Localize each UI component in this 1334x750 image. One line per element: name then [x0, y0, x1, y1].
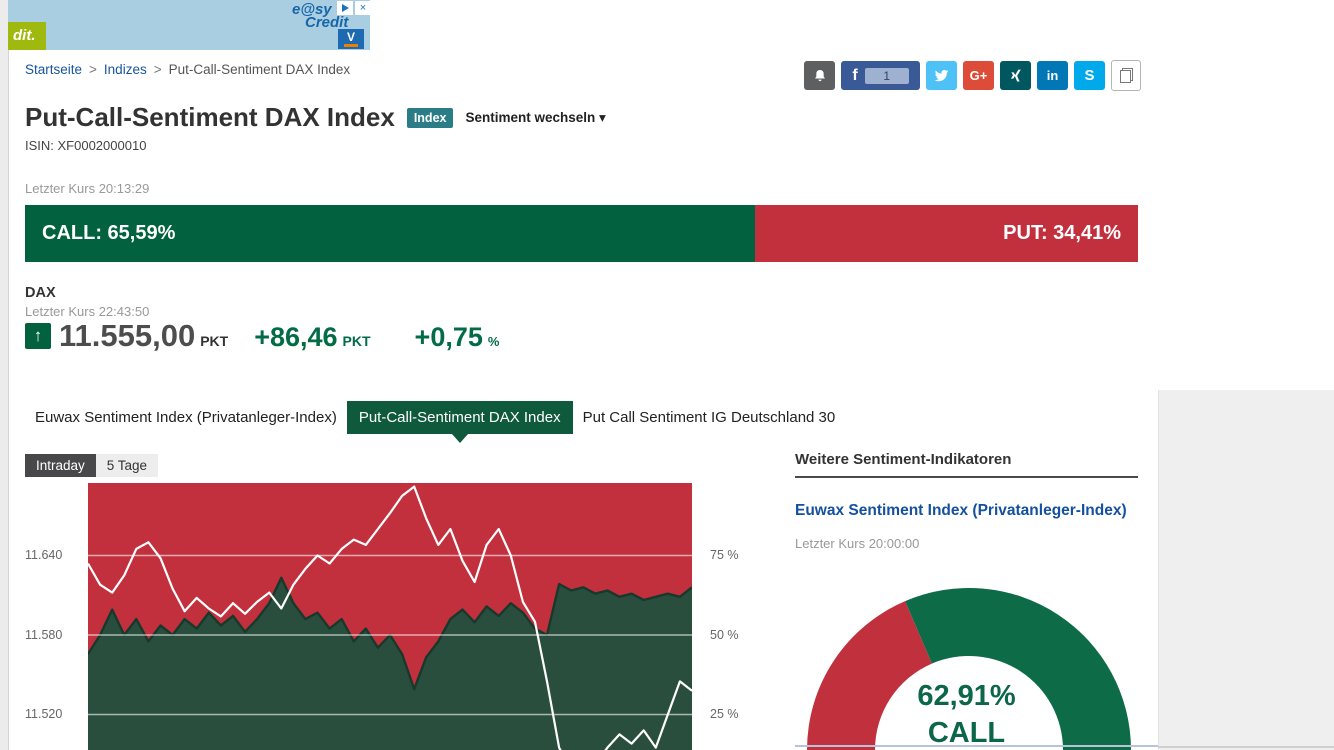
- page-left-gutter: [0, 0, 9, 750]
- breadcrumb-current: Put-Call-Sentiment DAX Index: [168, 62, 351, 77]
- volksbank-logo: V: [338, 29, 364, 49]
- skype-share-button[interactable]: S: [1074, 61, 1105, 90]
- put-segment: PUT: 34,41%: [755, 205, 1138, 262]
- dax-change-abs-unit: PKT: [342, 333, 371, 349]
- adchoices-triangle-icon: [341, 4, 349, 12]
- breadcrumb-separator: >: [153, 62, 162, 77]
- easycredit-logo-line1: e@sy: [292, 1, 332, 18]
- title-row: Put-Call-Sentiment DAX Index Index Senti…: [25, 102, 606, 133]
- breadcrumb-startseite[interactable]: Startseite: [25, 62, 83, 77]
- skype-icon: S: [1084, 67, 1095, 84]
- linkedin-share-button[interactable]: in: [1037, 61, 1068, 90]
- range-tab-intraday[interactable]: Intraday: [25, 454, 96, 477]
- facebook-share-button[interactable]: f 1: [841, 61, 920, 90]
- ad-banner[interactable]: dit. e@sy Credit × V: [8, 0, 371, 50]
- adchoices-icon[interactable]: [337, 1, 353, 15]
- xing-share-button[interactable]: [1000, 61, 1031, 90]
- dax-change-pct: +0,75: [414, 322, 483, 352]
- gauge-label: CALL: [927, 717, 1006, 749]
- googleplus-icon: G+: [969, 68, 988, 83]
- facebook-share-count: 1: [864, 67, 909, 84]
- index-badge: Index: [406, 107, 454, 128]
- page-right-gutter: [1158, 390, 1334, 750]
- gauge-svg: [807, 587, 1131, 750]
- range-tab-5tage[interactable]: 5 Tage: [95, 454, 159, 477]
- ad-close-icon[interactable]: ×: [355, 1, 371, 15]
- page-title: Put-Call-Sentiment DAX Index: [25, 102, 395, 132]
- intraday-chart[interactable]: [88, 483, 692, 750]
- tab-put-call-sentiment-ig[interactable]: Put Call Sentiment IG Deutschland 30: [582, 409, 836, 426]
- twitter-share-button[interactable]: [926, 61, 957, 90]
- facebook-icon: f: [852, 66, 858, 84]
- dax-last-price: Letzter Kurs 22:43:50: [25, 304, 150, 319]
- dax-name: DAX: [25, 285, 56, 301]
- call-label: CALL: 65,59%: [42, 222, 176, 244]
- sidebar-euwax-link[interactable]: Euwax Sentiment Index (Privatanleger-Ind…: [795, 502, 1127, 519]
- breadcrumb: Startseite > Indizes > Put-Call-Sentiment DA…: [25, 62, 350, 77]
- call-put-bar: CALL: 65,59% PUT: 34,41%: [25, 205, 1138, 262]
- right-axis-tick-50: 50 %: [710, 628, 739, 642]
- up-arrow-icon: ↑: [25, 323, 51, 349]
- tab-put-call-sentiment-dax[interactable]: Put-Call-Sentiment DAX Index: [346, 401, 573, 443]
- right-axis-tick-25: 25 %: [710, 707, 739, 721]
- dax-price-unit: PKT: [200, 333, 229, 349]
- dax-price: 11.555,00: [59, 318, 196, 353]
- copy-icon: [1119, 68, 1133, 83]
- dax-quote-row: ↑ 11.555,00 PKT +86,46 PKT +0,75 %: [25, 318, 499, 354]
- gutter-bottom-divider: [1158, 746, 1334, 748]
- easycredit-logo-line2: Credit: [305, 14, 349, 31]
- xing-icon: [1010, 69, 1021, 82]
- chart-range-tabs: Intraday 5 Tage: [25, 454, 159, 477]
- alert-bell-button[interactable]: [804, 61, 835, 90]
- bell-icon: [814, 69, 825, 81]
- left-axis-tick-11520: 11.520: [25, 707, 63, 721]
- intraday-chart-svg: [88, 483, 692, 750]
- dax-change-abs: +86,46: [254, 322, 338, 352]
- copy-link-button[interactable]: [1111, 60, 1141, 91]
- ad-banner-left-text: dit.: [8, 22, 46, 50]
- chevron-down-icon: ▾: [599, 109, 606, 125]
- googleplus-share-button[interactable]: G+: [963, 61, 994, 90]
- sidebar-bottom-divider: [795, 745, 1158, 747]
- sentiment-tabs: Euwax Sentiment Index (Privatanleger-Ind…: [35, 401, 836, 443]
- breadcrumb-indizes[interactable]: Indizes: [103, 62, 147, 77]
- linkedin-icon: in: [1046, 68, 1059, 83]
- left-axis-tick-11640: 11.640: [25, 548, 63, 562]
- dax-change-pct-unit: %: [487, 334, 500, 349]
- left-axis-tick-11580: 11.580: [25, 628, 63, 642]
- sentiment-last-price: Letzter Kurs 20:13:29: [25, 181, 150, 196]
- gauge-value: 62,91%: [917, 680, 1016, 712]
- put-label: PUT: 34,41%: [1003, 222, 1121, 244]
- sentiment-switch-dropdown[interactable]: Sentiment wechseln ▾: [465, 109, 606, 125]
- share-row: f 1 G+ in S: [804, 60, 1141, 91]
- euwax-gauge: [795, 575, 1138, 750]
- right-axis-tick-75: 75 %: [710, 548, 739, 562]
- sidebar-heading: Weitere Sentiment-Indikatoren: [795, 451, 1138, 478]
- sidebar-last-price: Letzter Kurs 20:00:00: [795, 536, 920, 551]
- tab-euwax-sentiment[interactable]: Euwax Sentiment Index (Privatanleger-Ind…: [35, 409, 337, 426]
- isin-label: ISIN: XF0002000010: [25, 138, 147, 153]
- easycredit-logo: e@sy Credit: [292, 1, 349, 31]
- twitter-icon: [934, 70, 949, 82]
- breadcrumb-separator: >: [89, 62, 97, 77]
- call-segment: CALL: 65,59%: [25, 205, 756, 262]
